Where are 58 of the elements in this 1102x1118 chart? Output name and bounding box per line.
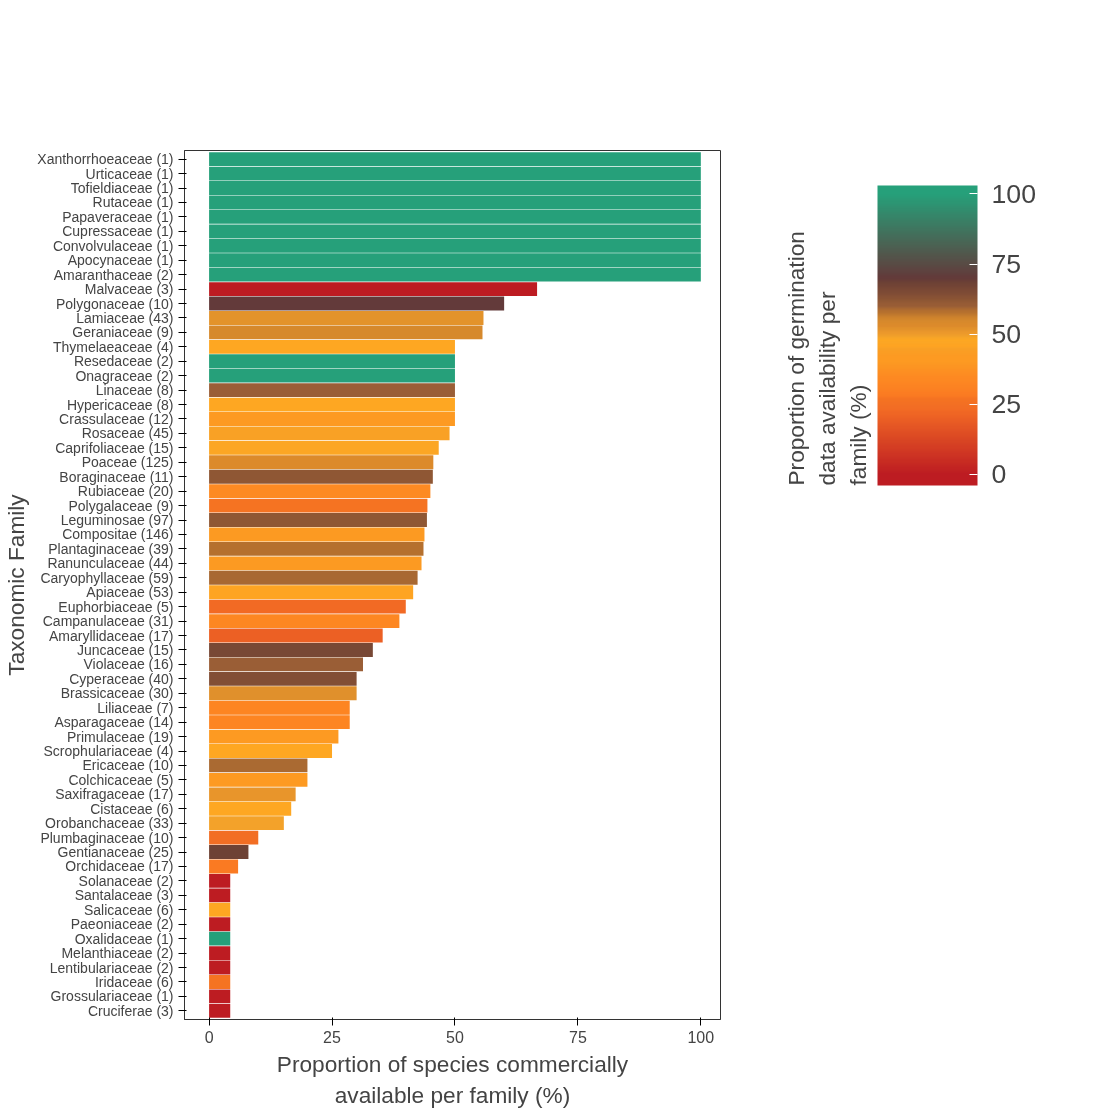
y-axis-title: Taxonomic Family [3, 493, 30, 676]
y-tick-label: Campanulaceae (31) [42, 613, 174, 630]
x-axis-title: Proportion of species commercially available per family (%) [276, 1050, 629, 1108]
bar [209, 845, 249, 859]
x-tick-label: 50 [446, 1028, 464, 1046]
bar [209, 830, 259, 845]
bar [209, 527, 425, 542]
color-bar-label: 25 [991, 389, 1022, 420]
bar [209, 859, 239, 874]
bar [209, 902, 231, 917]
bar [209, 282, 538, 297]
bar [209, 339, 455, 354]
bar [209, 397, 455, 412]
color-bar-label: 0 [991, 459, 1007, 490]
x-tick-label: 0 [204, 1028, 214, 1046]
y-tick-label: Malvaceae (3) [84, 281, 174, 298]
bar [209, 729, 339, 744]
bar [209, 325, 483, 340]
bar [209, 628, 383, 643]
color-bar-label: 100 [991, 178, 1036, 209]
color-bar-label: 50 [991, 319, 1022, 350]
x-tick-label: 25 [323, 1028, 342, 1046]
bar [209, 917, 231, 932]
bar [209, 556, 422, 571]
bar [209, 541, 424, 556]
bar [209, 296, 505, 311]
color-bar-title: Proportion of germination data availability per family (%) [783, 231, 872, 486]
y-tick-label: Melanthiaceae (2) [61, 945, 174, 962]
bar [209, 513, 427, 527]
bar [209, 787, 296, 802]
bar [209, 758, 308, 773]
bar [209, 599, 406, 614]
bar [209, 614, 400, 629]
bar [209, 383, 455, 398]
bar [209, 570, 418, 585]
bar [209, 455, 434, 470]
bar [209, 931, 231, 946]
bar [209, 744, 333, 758]
bar [209, 498, 428, 513]
bar [209, 585, 414, 600]
y-tick-label: Xanthorrhoeaceae (1) [37, 151, 174, 168]
y-tick-label: Tofieldiaceae (1) [70, 180, 174, 197]
bar [209, 671, 357, 686]
bar [209, 657, 363, 672]
bar [209, 311, 484, 325]
bar [209, 484, 431, 499]
x-tick-label: 75 [569, 1028, 587, 1046]
y-tick-label: Leguminosae (97) [60, 512, 174, 529]
y-tick-label: Crassulaceae (12) [59, 411, 174, 427]
bar [209, 772, 308, 787]
bar [209, 643, 373, 657]
bar [209, 469, 433, 484]
color-bar-label: 75 [991, 249, 1022, 279]
bar [209, 686, 357, 701]
x-tick-label: 100 [687, 1028, 715, 1046]
y-tick-label: Gentianaceae (25) [57, 844, 174, 861]
bar [209, 975, 231, 989]
y-tick-label: Scrophulariaceae (4) [43, 743, 174, 760]
